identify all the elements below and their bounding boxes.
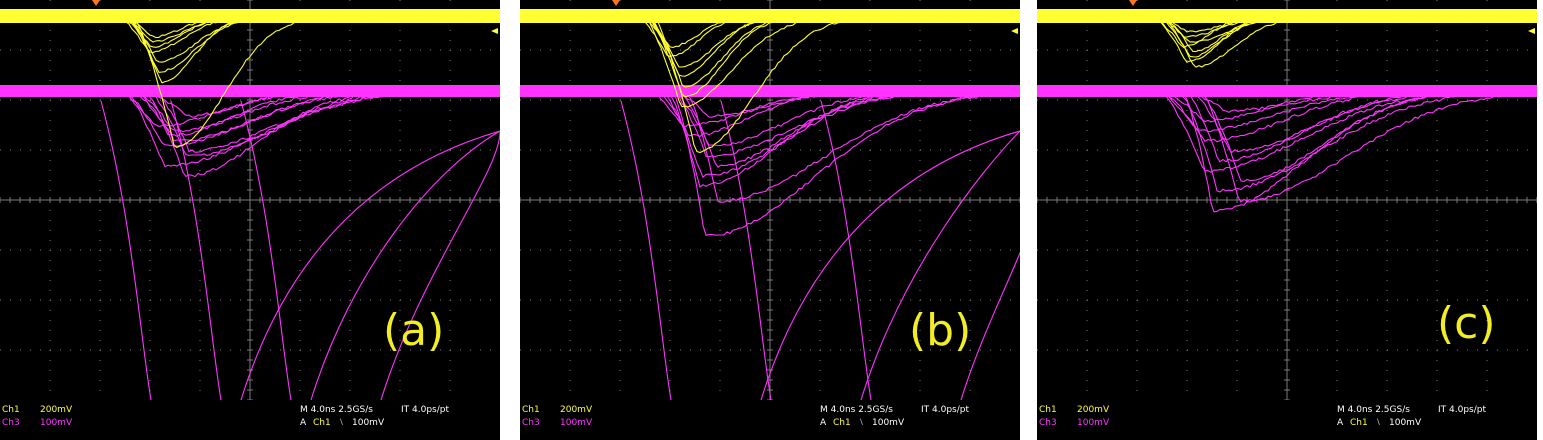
ch3-trace [1037, 89, 1536, 154]
ch3-offscale-trace [820, 100, 1020, 400]
falling-edge-icon: ⧵ [340, 418, 343, 428]
ch3-trace [520, 88, 1019, 179]
falling-edge-icon: ⧵ [1377, 418, 1380, 428]
trigger-mode: A [300, 418, 307, 428]
ch3-trace [1037, 88, 1536, 182]
panel-label-c: (c) [1437, 298, 1496, 349]
scope-display-c [1037, 0, 1537, 400]
timebase: M 4.0ns 2.5GS/s [1337, 405, 1410, 415]
ch1-trace [520, 15, 1019, 98]
trigger-level-icon [1011, 28, 1018, 34]
ch3-offscale-trace [720, 100, 1020, 400]
ch1-scale: 200mV [1077, 405, 1110, 415]
ch3-trace [1037, 88, 1536, 203]
status-bar-c: Ch1 200mV Ch3 100mV M 4.0ns 2.5GS/s IT 4… [1037, 400, 1537, 440]
ch3-trace [0, 88, 499, 178]
ch3-name: Ch3 [1039, 418, 1057, 428]
ch1-trace [0, 15, 499, 149]
ch1-traces [520, 9, 1020, 154]
trigger-level: 100mV [872, 418, 905, 428]
scope-display-b [520, 0, 1020, 400]
ch1-trace [0, 15, 499, 73]
trigger-mode: A [1337, 418, 1344, 428]
trigger-level: 100mV [1389, 418, 1422, 428]
trigger-position-icon [92, 0, 100, 6]
ch3-traces [520, 85, 1020, 400]
ch3-name: Ch3 [522, 418, 540, 428]
status-bar-a: Ch1 200mV Ch3 100mV M 4.0ns 2.5GS/s IT 4… [0, 400, 500, 440]
ch1-trace [520, 15, 1019, 77]
interpolation: IT 4.0ps/pt [921, 405, 970, 415]
ch3-offscale-trace [170, 100, 500, 400]
ch3-offscale-trace [100, 100, 500, 400]
ch3-name: Ch3 [2, 418, 20, 428]
trigger-source: Ch1 [313, 418, 331, 428]
trigger-position-icon [612, 0, 620, 6]
ch1-trace [520, 15, 1019, 154]
ch1-trace [1037, 15, 1536, 68]
falling-edge-icon: ⧵ [860, 418, 863, 428]
timebase: M 4.0ns 2.5GS/s [820, 405, 893, 415]
ch3-trace [1037, 88, 1536, 143]
ch1-scale: 200mV [40, 405, 73, 415]
ch3-trace [520, 88, 1019, 203]
ch1-trace [0, 15, 499, 84]
ch1-name: Ch1 [522, 405, 540, 415]
scope-panel-c: (c) Ch1 200mV Ch3 100mV M 4.0ns 2.5GS/s … [1037, 0, 1537, 440]
ch3-scale: 100mV [1077, 418, 1110, 428]
ch3-trace [520, 88, 1019, 236]
trigger-level-icon [491, 28, 498, 34]
ch1-name: Ch1 [2, 405, 20, 415]
panel-label-b: (b) [909, 305, 972, 356]
ch1-trace [520, 15, 1019, 88]
ch3-scale: 100mV [560, 418, 593, 428]
trigger-source: Ch1 [833, 418, 851, 428]
trigger-source: Ch1 [1350, 418, 1368, 428]
ch1-traces [0, 9, 500, 149]
ch3-trace [0, 88, 499, 168]
graticule [0, 0, 500, 400]
status-bar-b: Ch1 200mV Ch3 100mV M 4.0ns 2.5GS/s IT 4… [520, 400, 1020, 440]
interpolation: IT 4.0ps/pt [401, 405, 450, 415]
scope-panel-b: (b) Ch1 200mV Ch3 100mV M 4.0ns 2.5GS/s … [520, 0, 1020, 440]
ch3-offscale-trace [620, 100, 1020, 400]
panel-label-a: (a) [383, 305, 445, 356]
ch1-name: Ch1 [1039, 405, 1057, 415]
ch3-scale: 100mV [40, 418, 73, 428]
ch3-offscale-trace [240, 100, 500, 400]
graticule [1037, 0, 1537, 400]
ch3-traces [0, 85, 500, 400]
scope-display-a [0, 0, 500, 400]
scope-panel-a: (a) Ch1 200mV Ch3 100mV M 4.0ns 2.5GS/s … [0, 0, 500, 440]
ch3-trace [1037, 88, 1536, 213]
trigger-position-icon [1129, 0, 1137, 6]
ch3-traces [1037, 85, 1537, 213]
timebase: M 4.0ns 2.5GS/s [300, 405, 373, 415]
trigger-level: 100mV [352, 418, 385, 428]
ch1-scale: 200mV [560, 405, 593, 415]
ch3-trace [520, 88, 1019, 147]
trigger-level-icon [1528, 28, 1535, 34]
trigger-mode: A [820, 418, 827, 428]
interpolation: IT 4.0ps/pt [1438, 405, 1487, 415]
ch1-traces [1037, 9, 1537, 68]
graticule [520, 0, 1020, 400]
